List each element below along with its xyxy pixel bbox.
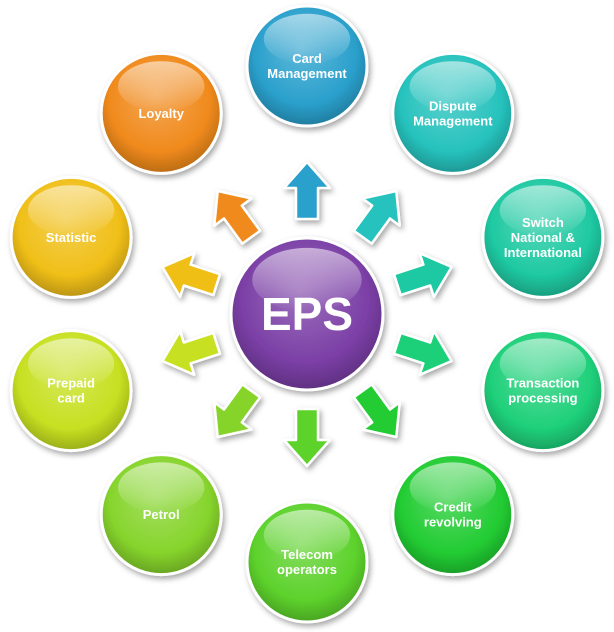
node-gloss (263, 509, 351, 561)
arrows-layer (161, 160, 453, 468)
node-label-line: International (504, 245, 582, 260)
node-label-line: processing (508, 391, 577, 406)
arrow-to-telecom-operators (282, 407, 332, 468)
arrow-to-credit-revolving (352, 383, 401, 439)
node-label-line: Card (292, 51, 322, 66)
arrow-to-loyalty (213, 189, 262, 245)
node-gloss (499, 338, 587, 389)
node-gloss (263, 13, 351, 65)
node-label-line: Management (413, 113, 493, 128)
node-label-line: Statistic (46, 230, 97, 245)
node-petrol: Petrol (99, 453, 223, 577)
hub-gloss (252, 247, 362, 312)
node-label-line: Telecom (281, 547, 333, 562)
arrow-to-dispute-management (352, 189, 401, 245)
node-gloss (118, 61, 205, 112)
node-gloss (27, 185, 115, 236)
arrow-to-card-management (282, 160, 332, 221)
node-gloss (118, 462, 205, 513)
node-loyalty: Loyalty (99, 51, 223, 175)
node-gloss (27, 338, 115, 389)
node-statistic: Statistic (9, 175, 133, 299)
arrow-to-prepaid-card (161, 329, 222, 377)
node-label-line: card (57, 391, 85, 406)
node-label-line: Credit (434, 500, 472, 515)
node-label-line: revolving (424, 515, 482, 530)
node-label-line: Prepaid (47, 376, 95, 391)
node-label-line: Petrol (143, 507, 180, 522)
hub-layer: EPS (229, 236, 385, 392)
node-gloss (409, 462, 496, 513)
hub-label: EPS (261, 288, 353, 340)
nodes-layer: CardManagementDisputeManagementSwitchNat… (9, 4, 605, 624)
node-gloss (499, 185, 587, 236)
node-label-line: Switch (522, 215, 564, 230)
arrow-to-petrol (213, 383, 262, 439)
arrow-to-switch-national-international (392, 251, 453, 299)
node-label-line: Transaction (506, 376, 579, 391)
arrow-to-statistic (161, 251, 222, 299)
node-label-line: Loyalty (138, 106, 184, 121)
arrow-to-transaction-processing (392, 329, 453, 377)
node-gloss (409, 61, 496, 112)
node-label-line: Management (267, 66, 347, 81)
node-label-line: operators (277, 562, 337, 577)
node-label-line: Dispute (429, 98, 477, 113)
node-label-line: National & (511, 230, 575, 245)
